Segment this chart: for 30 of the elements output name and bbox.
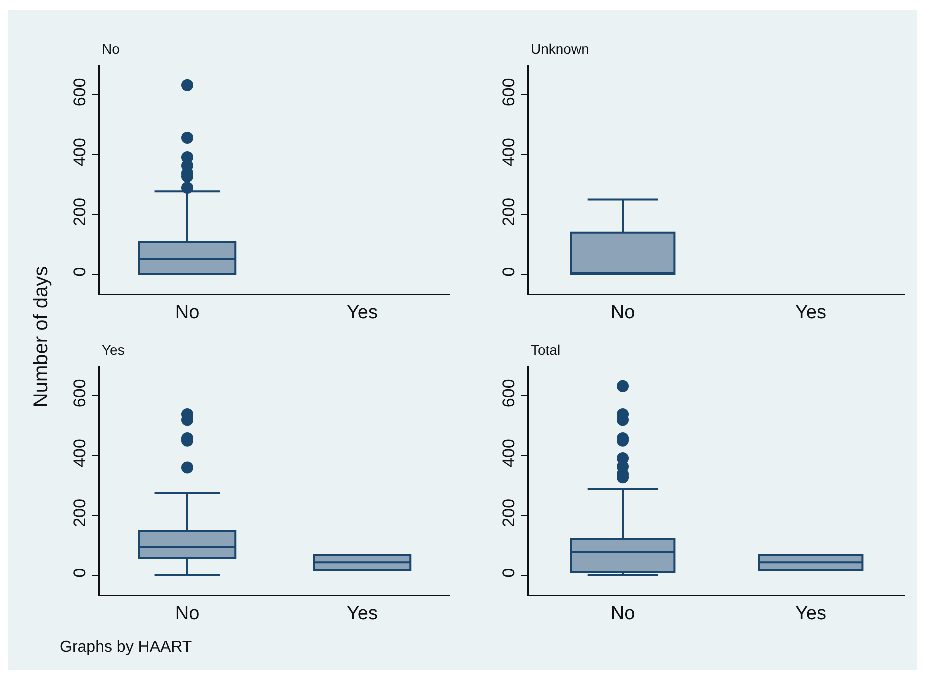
x-tick-label: No <box>610 302 636 324</box>
y-tick-label: 600 <box>500 78 519 107</box>
y-tick-label: 0 <box>500 568 519 578</box>
x-tick-label: Yes <box>347 603 378 624</box>
y-tick-label: 200 <box>500 498 519 528</box>
y-tick-label: 400 <box>70 138 90 166</box>
y-tick-label: 200 <box>500 198 519 226</box>
x-tick-label: No <box>175 302 200 324</box>
x-tick-label: Yes <box>796 302 826 324</box>
text: Graphs by HAART <box>60 639 192 657</box>
y-tick-label: 0 <box>500 267 519 277</box>
y-tick-label: 400 <box>500 138 519 166</box>
y-tick-label: 600 <box>70 78 90 107</box>
x-tick-label: No <box>610 603 636 624</box>
x-tick-label: Yes <box>796 603 826 624</box>
y-tick-label: 600 <box>70 379 90 408</box>
y-tick-label: 200 <box>70 498 90 528</box>
chart-title: No <box>102 41 120 57</box>
x-tick-label: Yes <box>347 302 378 324</box>
x-tick-label: No <box>175 603 200 624</box>
chart-title: Total <box>531 342 561 358</box>
chart-title: Unknown <box>531 41 590 57</box>
y-tick-label: 0 <box>70 267 90 277</box>
y-tick-label: 400 <box>70 439 90 468</box>
y-tick-label: 200 <box>70 198 90 226</box>
y-axis-title: Number of days <box>30 266 54 408</box>
y-tick-label: 0 <box>70 568 90 578</box>
chart-title: Yes <box>102 342 125 358</box>
y-tick-label: 400 <box>500 439 519 468</box>
y-tick-label: 600 <box>500 379 519 408</box>
